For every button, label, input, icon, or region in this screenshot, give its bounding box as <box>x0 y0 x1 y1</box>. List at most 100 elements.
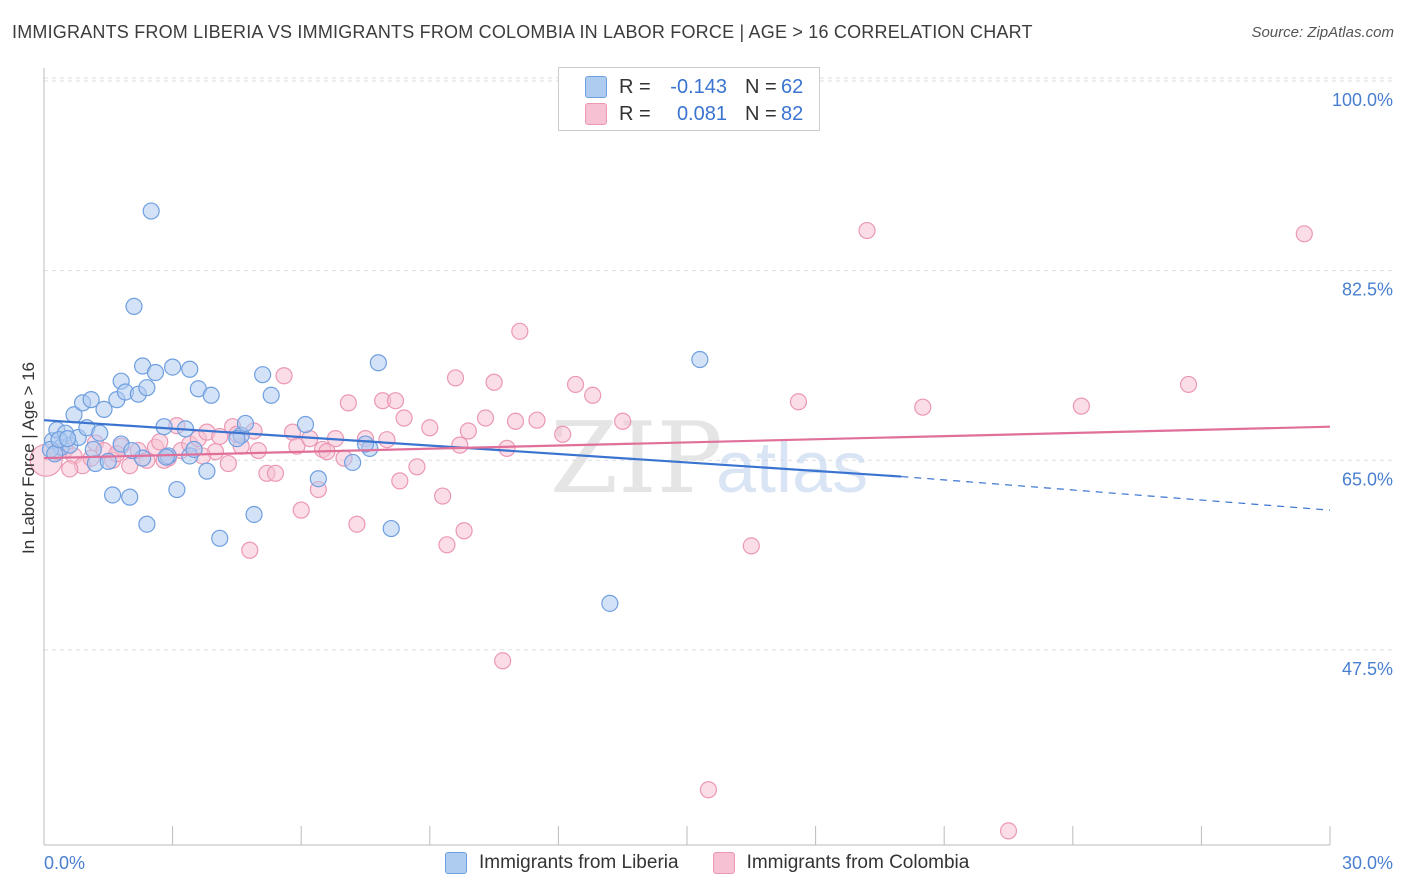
colombia-point <box>219 454 237 473</box>
liberia-point <box>142 202 160 220</box>
liberia-point <box>103 486 122 504</box>
liberia-point <box>181 360 199 378</box>
colombia-point <box>151 433 169 451</box>
colombia-point <box>266 464 285 482</box>
colombia-point <box>789 393 808 411</box>
x-tick-marks <box>43 826 1331 845</box>
chart-title: IMMIGRANTS FROM LIBERIA VS IMMIGRANTS FR… <box>12 22 1033 42</box>
trend-lines <box>43 419 1331 511</box>
legend-row-colombia: R = 0.081 N = 82 <box>585 102 803 126</box>
liberia-swatch <box>585 76 607 98</box>
colombia-point <box>288 437 306 455</box>
liberia-point <box>58 430 77 448</box>
legend-label-liberia: Immigrants from Liberia <box>479 852 679 873</box>
liberia-point <box>168 480 186 499</box>
colombia-point <box>339 394 357 412</box>
colombia-point <box>395 409 413 427</box>
colombia-point <box>391 472 409 490</box>
liberia-point <box>164 358 182 376</box>
legend-label-colombia: Immigrants from Colombia <box>746 852 970 873</box>
colombia-point <box>506 412 525 430</box>
colombia-point <box>566 375 585 394</box>
colombia-point <box>241 541 259 559</box>
colombia-point <box>386 392 405 410</box>
colombia-swatch <box>585 103 607 125</box>
x-tick-label-min: 0.0% <box>44 853 85 873</box>
colombia-point <box>528 411 546 429</box>
liberia-point <box>211 529 229 547</box>
liberia-point <box>198 462 216 480</box>
colombia-point <box>451 436 469 454</box>
legend-n-value: 62 <box>781 75 804 98</box>
legend-n-label: N = <box>745 102 777 125</box>
liberia-point <box>95 400 113 418</box>
liberia-point <box>123 441 141 460</box>
liberia-point <box>157 448 175 466</box>
colombia-point <box>476 409 495 427</box>
liberia-point <box>296 415 315 434</box>
colombia-point <box>858 221 876 240</box>
colombia-point <box>1072 397 1090 415</box>
liberia-point <box>254 366 272 384</box>
liberia-trend-extension <box>901 475 1331 511</box>
source-credit: Source: ZipAtlas.com <box>1251 24 1394 41</box>
y-tick-label: 65.0% <box>1342 469 1393 489</box>
colombia-point <box>408 458 426 476</box>
colombia-trend-line <box>43 425 1331 460</box>
watermark: ZIP atlas <box>550 402 868 516</box>
colombia-point <box>1179 375 1198 394</box>
legend-item-colombia: Immigrants from Colombia <box>712 852 970 874</box>
liberia-point <box>121 488 139 506</box>
legend-n-value: 82 <box>781 102 804 125</box>
liberia-point <box>691 350 709 369</box>
liberia-point <box>84 440 102 459</box>
colombia-point <box>275 367 293 385</box>
colombia-point <box>494 652 512 670</box>
legend-n-label: N = <box>745 75 777 98</box>
colombia-point <box>421 419 439 437</box>
colombia-point <box>455 522 473 540</box>
colombia-swatch <box>712 852 735 874</box>
legend-r-value: -0.143 <box>670 75 727 98</box>
liberia-swatch <box>445 852 467 874</box>
liberia-point <box>382 519 400 538</box>
colombia-point <box>584 386 602 404</box>
liberia-point <box>138 515 156 533</box>
colombia-point <box>498 439 516 457</box>
series-legend: Immigrants from Liberia Immigrants from … <box>445 852 1003 874</box>
liberia-point <box>125 297 143 316</box>
y-axis-label: In Labor Force | Age > 16 <box>19 362 38 554</box>
legend-row-liberia: R = -0.143 N = 62 <box>585 75 803 99</box>
colombia-point <box>614 412 632 430</box>
colombia-point <box>742 537 760 555</box>
liberia-point <box>236 414 255 433</box>
liberia-point <box>82 391 100 409</box>
liberia-point <box>146 363 165 382</box>
colombia-point <box>249 441 267 460</box>
y-tick-labels: 100.0% 82.5% 65.0% 47.5% <box>1332 90 1393 679</box>
liberia-point <box>245 505 263 524</box>
colombia-point <box>446 369 465 387</box>
liberia-point <box>369 354 387 372</box>
legend-r-label: R = <box>619 75 651 98</box>
colombia-point <box>999 822 1018 840</box>
liberia-point <box>309 470 327 488</box>
colombia-point <box>914 398 932 416</box>
x-tick-label-max: 30.0% <box>1342 853 1393 873</box>
colombia-point <box>61 460 79 478</box>
colombia-point <box>485 373 503 391</box>
colombia-point <box>554 425 572 443</box>
liberia-point <box>91 424 109 442</box>
liberia-point <box>344 453 362 472</box>
liberia-point <box>228 430 246 448</box>
colombia-point <box>292 501 310 519</box>
legend-item-liberia: Immigrants from Liberia <box>445 852 679 874</box>
y-tick-label: 100.0% <box>1332 90 1393 110</box>
colombia-point <box>459 422 477 440</box>
colombia-point <box>699 781 718 799</box>
colombia-point <box>511 322 529 340</box>
colombia-point <box>438 536 456 554</box>
liberia-point <box>202 386 220 404</box>
legend-r-value: 0.081 <box>676 102 727 125</box>
